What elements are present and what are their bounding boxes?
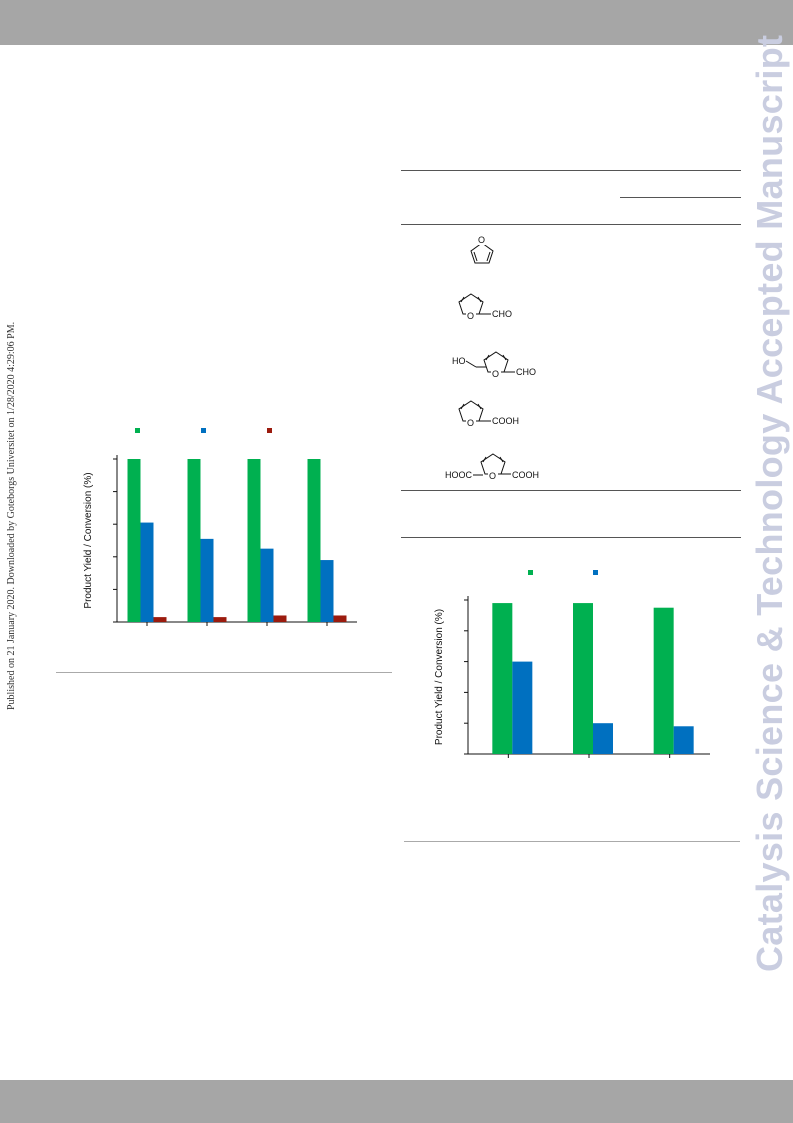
bar: [653, 607, 674, 754]
bar: [153, 617, 167, 622]
bar: [512, 661, 533, 754]
bar: [320, 560, 334, 622]
bar: [593, 723, 613, 754]
legend-marker: [135, 428, 140, 433]
legend-marker: [593, 570, 598, 575]
bar: [247, 459, 261, 622]
bar: [673, 726, 694, 754]
legend-marker: [201, 428, 206, 433]
molecule-label: COOH: [492, 416, 519, 426]
figure-right-caption-rule: [404, 841, 740, 842]
molecule-furan: O: [470, 235, 494, 264]
molecule-label: HOOC: [445, 470, 473, 480]
bar: [140, 522, 154, 622]
molecule-label: O: [478, 235, 485, 245]
bar-chart-right: Product Yield / Conversion (%): [434, 570, 710, 758]
published-note: Published on 21 January 2020. Downloaded…: [6, 321, 17, 710]
legend-marker: [528, 570, 533, 575]
molecule-label: O: [492, 369, 499, 379]
table-top-rule: [401, 170, 741, 171]
bar: [213, 617, 227, 622]
molecule-furfural: O CHO: [458, 293, 512, 321]
molecule-label: O: [467, 418, 474, 428]
molecule-label: O: [467, 311, 474, 321]
molecule-fdca: HOOC O COOH: [445, 453, 539, 481]
bar-chart-left: Product Yield / Conversion (%): [83, 428, 357, 626]
table-sub-rule: [620, 197, 741, 198]
bar: [260, 548, 274, 622]
molecule-label: CHO: [516, 367, 536, 377]
journal-watermark: Catalysis Science & Technology Accepted …: [749, 34, 790, 972]
bar: [127, 459, 141, 622]
bar: [492, 603, 513, 754]
bar: [200, 538, 214, 622]
molecule-label: HO: [452, 356, 466, 366]
table-footnote-rule: [401, 537, 741, 538]
molecule-furoic-acid: O COOH: [458, 400, 519, 428]
y-axis-label: Product Yield / Conversion (%): [434, 609, 445, 745]
bar: [333, 615, 347, 622]
molecule-label: COOH: [512, 470, 539, 480]
molecule-hmf: HO O CHO: [452, 351, 536, 379]
bar: [187, 459, 201, 622]
legend-marker: [267, 428, 272, 433]
bar: [573, 603, 593, 754]
header-band: [0, 0, 793, 45]
figure-left-caption-rule: [56, 672, 392, 673]
bar: [307, 459, 321, 622]
molecule-label: CHO: [492, 309, 512, 319]
y-axis-label: Product Yield / Conversion (%): [83, 472, 94, 608]
table-header-rule: [401, 224, 741, 225]
footer-band: [0, 1080, 793, 1123]
molecule-label: O: [489, 471, 496, 481]
table-bottom-rule: [401, 490, 741, 491]
bar: [273, 615, 287, 622]
